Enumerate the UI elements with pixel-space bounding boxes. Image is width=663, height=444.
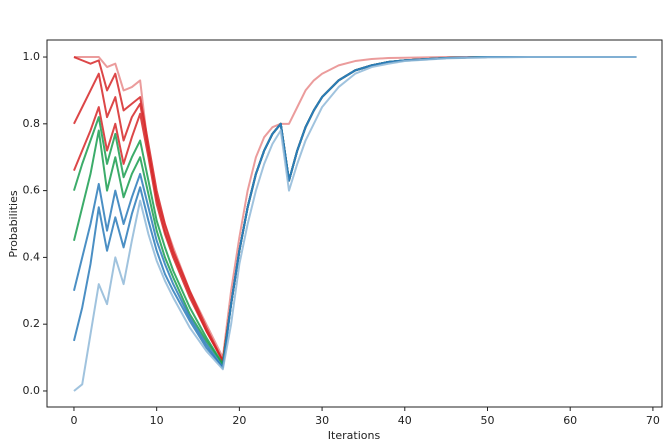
x-axis-label: Iterations [328, 429, 381, 442]
series-line [73, 56, 637, 359]
lines [72, 56, 637, 392]
y-tick-label: 0.8 [23, 117, 41, 130]
axes-frame [46, 39, 663, 408]
series-line [73, 56, 637, 362]
x-tick-label: 0 [70, 414, 77, 427]
x-tick-label: 30 [315, 414, 329, 427]
x-tick-label: 20 [232, 414, 246, 427]
x-tick-label: 40 [398, 414, 412, 427]
y-axis-label: Probabilities [7, 190, 20, 257]
y-tick-label: 0.6 [23, 184, 41, 197]
y-tick-label: 0.0 [23, 384, 41, 397]
x-tick-label: 50 [480, 414, 494, 427]
x-tick-label: 10 [150, 414, 164, 427]
x-tick-label: 70 [646, 414, 660, 427]
x-tick-label: 60 [563, 414, 577, 427]
y-tick-label: 1.0 [23, 50, 41, 63]
series-line [72, 56, 637, 369]
y-tick-label: 0.2 [23, 317, 41, 330]
y-tick-label: 0.4 [23, 250, 41, 263]
series-line [73, 56, 637, 392]
